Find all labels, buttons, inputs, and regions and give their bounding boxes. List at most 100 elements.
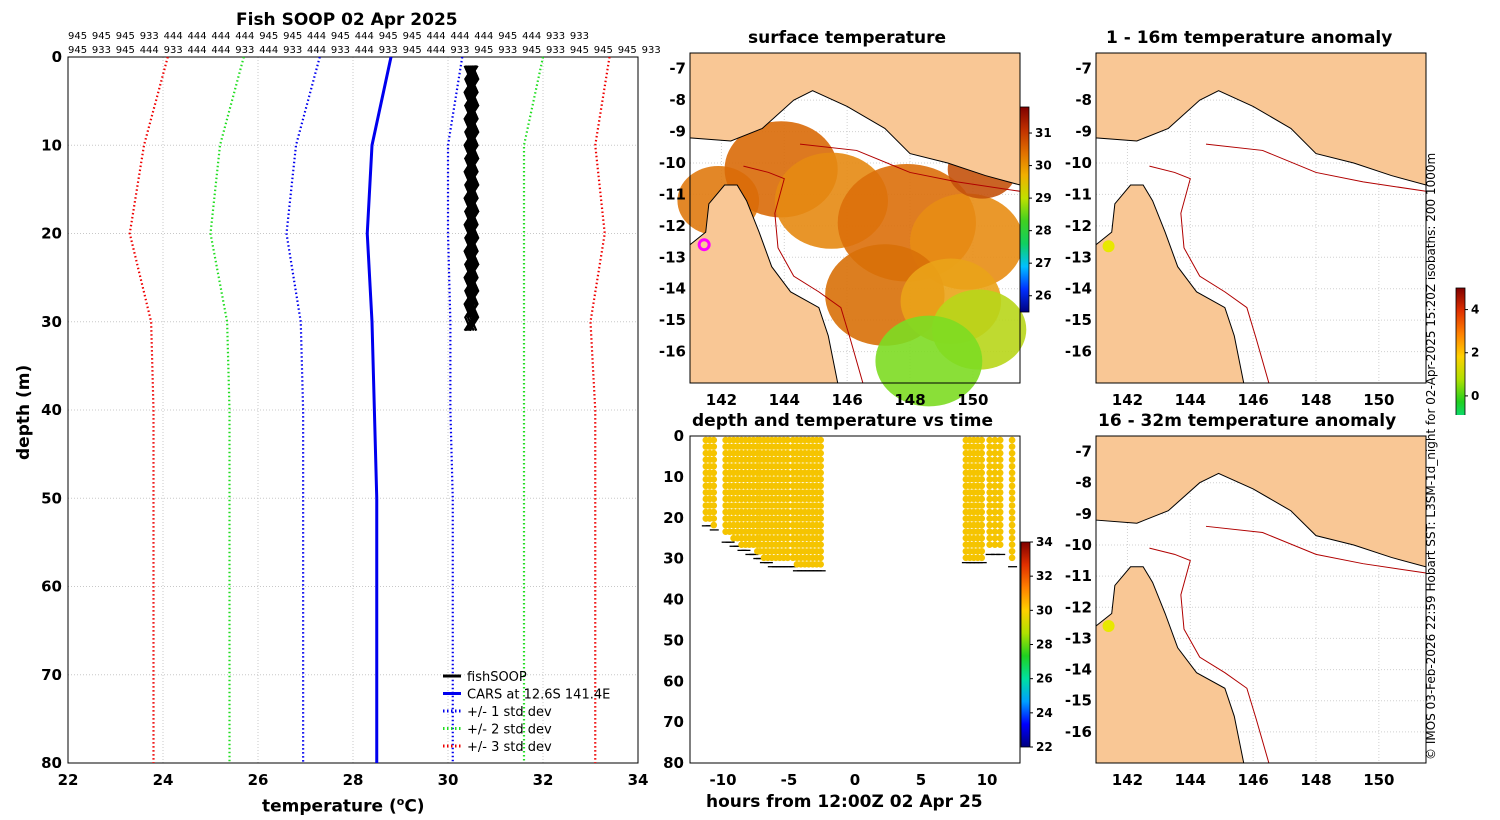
sample-point: [978, 508, 986, 516]
y-tick-label: 50: [663, 631, 684, 649]
cruise-id: 945: [403, 31, 422, 42]
sample-point: [991, 534, 999, 542]
cruise-id: 444: [307, 31, 326, 42]
anom1-title: 1 - 16m temperature anomaly: [1106, 28, 1393, 48]
sample-point: [784, 436, 791, 444]
fishsoop-cast: [463, 65, 480, 305]
sample-point: [986, 515, 993, 522]
sample-point: [1008, 495, 1016, 503]
sample-point: [986, 449, 993, 457]
y-tick-label: -7: [1075, 443, 1092, 461]
sample-point: [817, 443, 824, 450]
sample-point: [1008, 489, 1016, 496]
y-tick-label: 30: [41, 313, 62, 331]
sample-point: [978, 515, 986, 522]
isobath: [1205, 143, 1427, 192]
y-tick-label: -7: [669, 60, 686, 78]
series-line: [365, 56, 393, 763]
sample-point: [991, 489, 999, 496]
colorbar-label: 29: [1035, 191, 1052, 205]
cruise-id: 444: [355, 31, 374, 42]
sample-point: [991, 456, 999, 464]
cruise-id: 444: [235, 31, 254, 42]
legend-label: CARS at 12.6S 141.4E: [467, 688, 610, 703]
cast-location-marker: [697, 238, 711, 252]
sample-point: [978, 436, 986, 444]
depth-time-chart: -10 -5 0 5 10 0 10 20 30 40 50 60 70 80 22 24 26 28 30 32 34: [663, 427, 1053, 789]
y-tick-label: -8: [1075, 474, 1092, 492]
y-tick-label: 30: [663, 550, 684, 568]
colorbar: [1019, 106, 1030, 313]
sample-point: [978, 534, 986, 542]
profile-chart: 945 945 945 933 444 444 444 444 945 945 444 945 444 9…: [41, 31, 661, 789]
sample-point: [1008, 534, 1016, 542]
sample-point: [817, 469, 824, 477]
sample-point: [817, 528, 824, 535]
sample-point: [986, 469, 993, 477]
sample-point: [1008, 462, 1016, 470]
sample-point: [784, 456, 791, 464]
y-tick-label: -15: [1065, 311, 1092, 329]
cruise-id: 933: [164, 45, 183, 56]
y-tick-label: -11: [659, 185, 686, 203]
x-tick-label: 26: [248, 771, 269, 789]
sample-point: [978, 462, 986, 470]
sample-point: [1008, 515, 1016, 522]
x-tick-label: 144: [1175, 391, 1206, 409]
fishsoop-cast: [463, 65, 480, 305]
sample-point: [986, 508, 993, 516]
sample-point: [1008, 528, 1016, 535]
y-tick-label: 0: [52, 48, 62, 66]
x-tick-label: 24: [153, 771, 174, 789]
sample-point: [978, 476, 986, 483]
map-frame: [1095, 435, 1427, 764]
x-tick-label: 144: [769, 391, 800, 409]
sample-point: [978, 449, 986, 457]
colorbar-label: 28: [1036, 638, 1053, 652]
sample-point: [1008, 476, 1016, 483]
australia-land: [1095, 566, 1245, 764]
x-tick-label: 32: [533, 771, 554, 789]
sample-point: [991, 469, 999, 477]
sst-patch: [875, 315, 983, 407]
sample-point: [991, 443, 999, 450]
sample-point: [996, 449, 1004, 457]
x-tick-label: 10: [977, 771, 998, 789]
x-tick-label: 148: [894, 391, 925, 409]
x-tick-label: 146: [1237, 391, 1268, 409]
legend-label: +/- 3 std dev: [467, 740, 552, 755]
x-tick-label: -5: [781, 771, 798, 789]
sample-point: [978, 489, 986, 496]
sample-point: [986, 534, 993, 542]
cruise-id: 945: [522, 45, 541, 56]
sample-point: [1008, 482, 1016, 490]
y-tick-label: -8: [1075, 91, 1092, 109]
x-tick-label: 34: [628, 771, 649, 789]
sample-point: [784, 462, 791, 470]
sample-point: [996, 443, 1004, 450]
y-tick-label: -12: [1065, 598, 1092, 616]
colorbar-label: 4: [1471, 303, 1479, 317]
cruise-id: 945: [498, 31, 517, 42]
sample-point: [996, 534, 1004, 542]
cruise-id: 933: [570, 31, 589, 42]
sample-point: [784, 554, 791, 562]
sample-point: [784, 443, 791, 450]
colorbar: [1020, 541, 1031, 748]
sample-point: [978, 456, 986, 464]
y-tick-label: 80: [41, 754, 62, 772]
colorbar-label: 2: [1471, 346, 1479, 360]
cruise-id: 444: [211, 31, 230, 42]
sample-point: [978, 443, 986, 450]
profile-ticks: 22 24 26 28 30 32 34 0 10 20 30 40 50 60 70 80: [41, 48, 648, 789]
cruise-id-labels: 945 945 945 933 444 444 444 444 945 945 444 945 444 9…: [68, 31, 661, 56]
colorbar-label: 30: [1036, 603, 1053, 617]
sample-point: [1008, 554, 1016, 562]
sst-map: 142 144 146 148 150 -7 -8 -9 -10 -11 -12 -13 -14 -15 -…: [659, 52, 1052, 409]
y-tick-label: 60: [41, 578, 62, 596]
cruise-id: 945: [259, 31, 278, 42]
sample-point: [996, 495, 1004, 503]
cruise-id: 945: [594, 45, 613, 56]
x-tick-label: 144: [1175, 771, 1206, 789]
cruise-id: 444: [427, 31, 446, 42]
